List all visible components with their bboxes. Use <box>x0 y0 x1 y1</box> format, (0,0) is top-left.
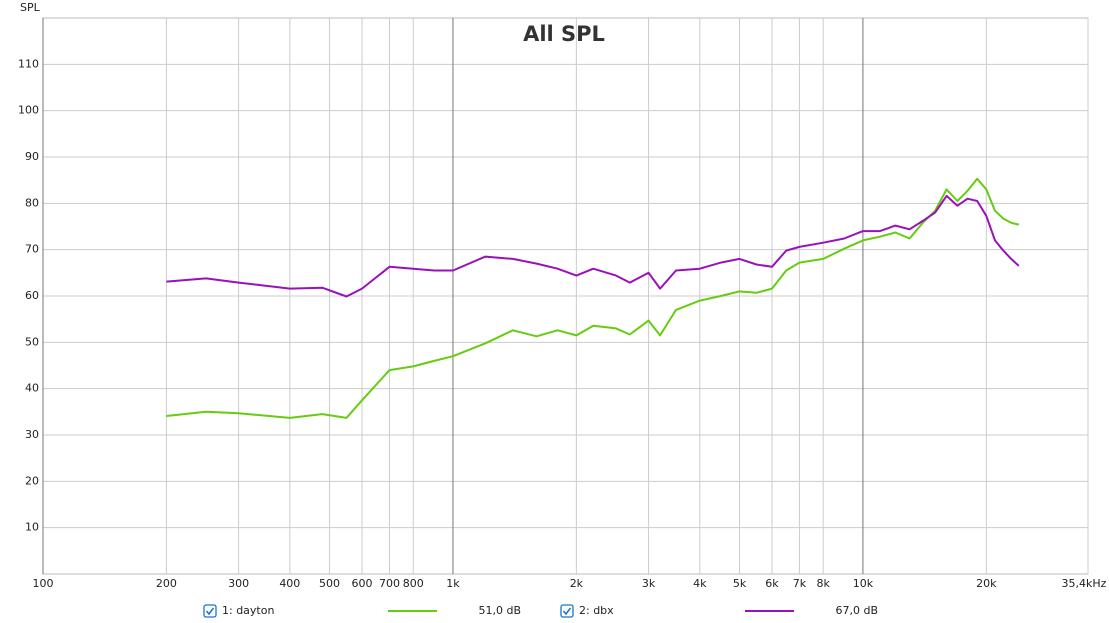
y-tick-label: 20 <box>25 474 39 487</box>
x-tick-label: 6k <box>765 577 779 590</box>
y-tick-label: 40 <box>25 382 39 395</box>
y-tick-label: 10 <box>25 521 39 534</box>
x-tick-label: 8k <box>817 577 831 590</box>
x-tick-label: 200 <box>156 577 177 590</box>
y-tick-label: 60 <box>25 289 39 302</box>
x-tick-label: 800 <box>403 577 424 590</box>
y-tick-label: 90 <box>25 150 39 163</box>
chart-title: All SPL <box>523 22 605 46</box>
x-tick-label: 100 <box>33 577 54 590</box>
x-tick-label: 3k <box>642 577 656 590</box>
legend-name: 1: dayton <box>222 604 274 617</box>
x-tick-label: 700 <box>379 577 400 590</box>
series-line <box>166 194 1020 298</box>
y-axis-label: SPL <box>20 1 41 14</box>
legend-value: 67,0 dB <box>835 604 878 617</box>
legend-checkmark <box>562 607 572 616</box>
y-tick-label: 80 <box>25 196 39 209</box>
x-tick-label: 35,4kHz <box>1062 577 1107 590</box>
series-line <box>166 177 1020 419</box>
legend-value: 51,0 dB <box>478 604 521 617</box>
y-tick-label: 100 <box>18 104 39 117</box>
x-tick-label: 400 <box>279 577 300 590</box>
y-tick-label: 50 <box>25 335 39 348</box>
x-tick-label: 300 <box>228 577 249 590</box>
x-tick-label: 1k <box>446 577 460 590</box>
x-tick-label: 7k <box>793 577 807 590</box>
x-tick-label: 600 <box>352 577 373 590</box>
y-tick-label: 110 <box>18 57 39 70</box>
x-tick-label: 4k <box>693 577 707 590</box>
legend-checkbox <box>203 604 217 618</box>
x-tick-label: 2k <box>570 577 584 590</box>
x-tick-label: 500 <box>319 577 340 590</box>
legend-checkbox <box>560 604 574 618</box>
x-tick-label: 5k <box>733 577 747 590</box>
y-tick-label: 30 <box>25 428 39 441</box>
x-tick-label: 20k <box>976 577 997 590</box>
y-tick-label: 70 <box>25 243 39 256</box>
legend-checkmark <box>205 607 215 616</box>
legend-name: 2: dbx <box>579 604 614 617</box>
x-tick-label: 10k <box>853 577 874 590</box>
